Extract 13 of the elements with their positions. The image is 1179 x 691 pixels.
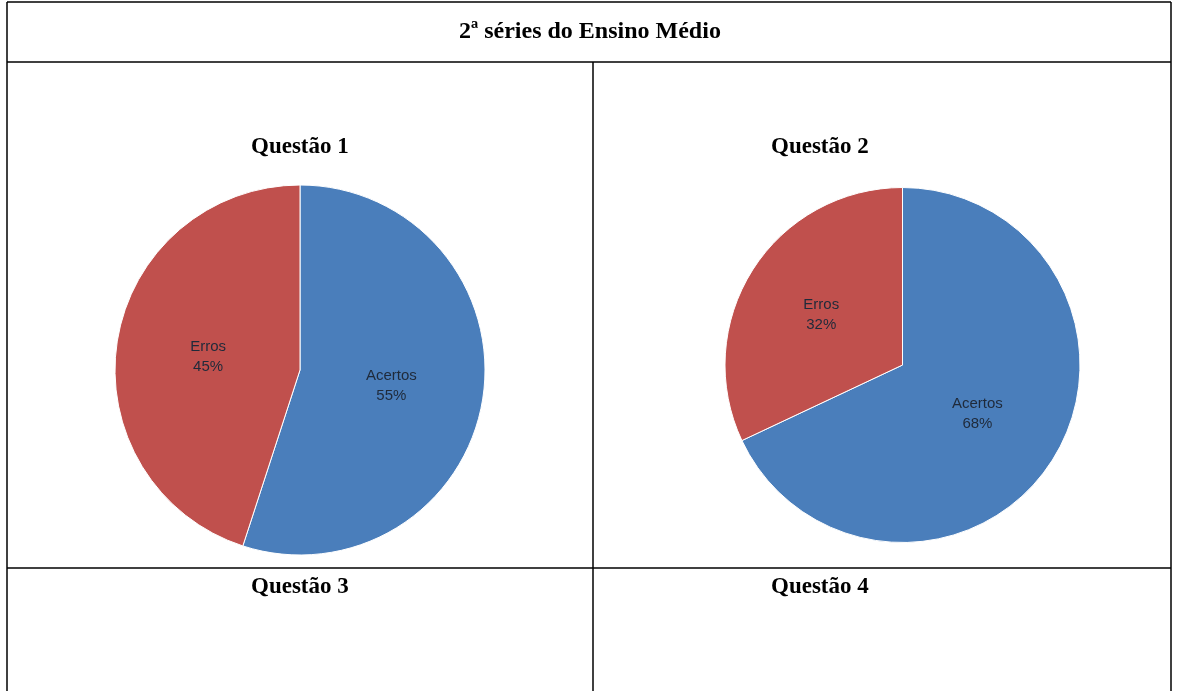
- chart-title: Questão 1: [251, 133, 349, 158]
- data-label: 45%: [193, 356, 224, 374]
- data-label: 32%: [806, 314, 837, 332]
- slice-label: Erros: [190, 337, 226, 355]
- chart-title: Questão 2: [771, 133, 869, 158]
- slice-label: Acertos: [365, 366, 417, 384]
- slice-label: Acertos: [952, 394, 1003, 412]
- slice-label: Erros: [803, 295, 840, 313]
- data-label: 68%: [962, 413, 993, 431]
- text: Questão 4: [771, 573, 870, 598]
- text: Questão 3: [251, 573, 349, 598]
- text: 2ª séries do Ensino Médio: [459, 17, 721, 43]
- data-label: 55%: [376, 385, 407, 403]
